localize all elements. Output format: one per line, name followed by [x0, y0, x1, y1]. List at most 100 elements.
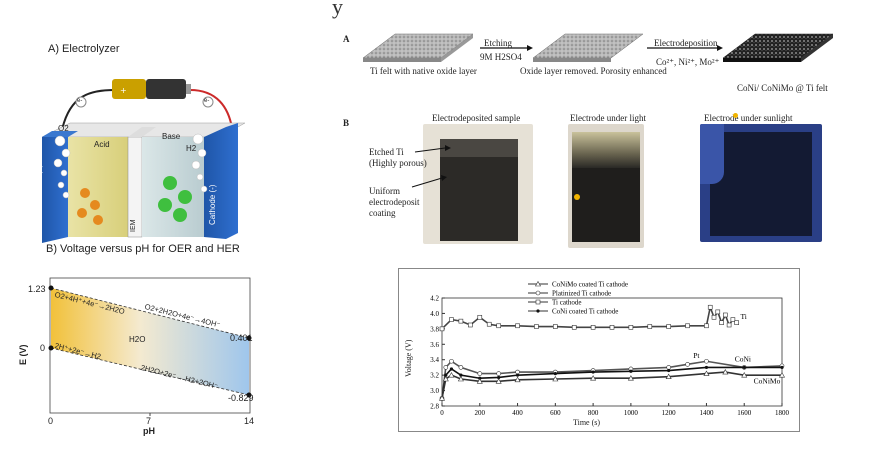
- voltage-chart: 0 200 400 600 800 1000 1200 1400 1600 1800 2.8 3.0 3…: [430, 280, 790, 418]
- cathode-label: Cathode (-): [208, 184, 217, 225]
- data-point: [495, 378, 502, 384]
- x-tick-label: 0: [440, 409, 444, 417]
- x-tick-label: 1200: [662, 409, 677, 417]
- panel-b-title: B) Voltage versus pH for OER and HER: [46, 243, 240, 255]
- x-tick-label: 800: [588, 409, 599, 417]
- o2-bubbles: [53, 135, 71, 199]
- data-point: [571, 325, 577, 330]
- x-tick-label: 200: [475, 409, 486, 417]
- data-point: [719, 320, 724, 325]
- etched-ti-label-2: (Highly porous): [369, 158, 427, 168]
- anode-label: Anode (+): [34, 164, 43, 200]
- acid-label: Acid: [94, 140, 110, 149]
- data-point: [457, 375, 464, 382]
- legend-marker: [534, 280, 542, 287]
- chart-ylabel: Voltage (V): [404, 339, 413, 377]
- pourbaix-ytick-zero: 0: [40, 343, 46, 353]
- data-point: [685, 323, 690, 329]
- data-point: [778, 372, 786, 378]
- data-point: [726, 322, 732, 328]
- voltage-chart-frame: [398, 268, 800, 432]
- y-tick-label: 3.4: [430, 356, 439, 364]
- x-tick-label: 1800: [775, 409, 790, 417]
- data-point: [590, 325, 596, 330]
- data-point: [590, 375, 597, 381]
- data-point: [704, 358, 709, 364]
- legend-entry: CoNi coated Ti cathode: [552, 308, 618, 316]
- legend-marker: [535, 299, 541, 305]
- data-point: [515, 369, 520, 375]
- data-point: [704, 323, 709, 329]
- electron-icon-right: [202, 96, 214, 108]
- series-line: [441, 371, 782, 399]
- legend-marker: [535, 290, 541, 296]
- legend-marker: [536, 309, 540, 313]
- y-tick-label: 4.2: [430, 295, 439, 303]
- data-point: [667, 368, 671, 373]
- data-point: [515, 373, 520, 377]
- data-point: [515, 323, 520, 329]
- pourbaix-center-label: H2O: [129, 335, 146, 344]
- data-point: [458, 365, 464, 370]
- legend-entry: CoNiMo coated Ti cathode: [552, 281, 628, 289]
- x-tick-label: 1400: [699, 409, 714, 417]
- chart-xlabel: Time (s): [573, 418, 601, 427]
- x-tick-label: 600: [550, 409, 561, 417]
- data-point: [496, 371, 501, 376]
- data-point: [730, 317, 736, 322]
- data-point: [707, 304, 713, 310]
- svg-text:+: +: [120, 86, 127, 95]
- h-ion-icons: [77, 188, 103, 225]
- data-point: [609, 325, 615, 330]
- electron-label-left: e-: [77, 98, 83, 104]
- pourbaix-xtick-7: 7: [146, 416, 152, 426]
- electron-icon-left: [75, 96, 87, 108]
- series-annotation: Ti: [740, 312, 746, 321]
- data-point: [486, 321, 492, 327]
- y-tick-label: 3.8: [430, 325, 439, 333]
- data-point: [703, 370, 710, 376]
- data-point: [666, 365, 671, 370]
- electrolyzer-diagram: +: [41, 79, 246, 243]
- sun-marker: [733, 113, 738, 118]
- label-a: A: [343, 34, 350, 44]
- data-point: [442, 375, 449, 382]
- coated-plate: [722, 33, 834, 59]
- data-point: [627, 375, 634, 381]
- legend-entry: Platinized Ti cathode: [552, 290, 611, 298]
- h2-label: H2: [186, 144, 197, 153]
- series-annotation: CoNi: [735, 354, 751, 363]
- cathode-electrode: [204, 123, 238, 239]
- ti-felt-caption: Ti felt with native oxide layer: [370, 66, 477, 76]
- series-line: [441, 366, 782, 399]
- x-tick-label: 400: [512, 409, 523, 417]
- photo3-title: Electrode under sunlight: [704, 113, 793, 123]
- data-point: [734, 320, 739, 325]
- data-point: [448, 372, 455, 378]
- y-tick-label: 2.8: [430, 403, 439, 411]
- x-tick-label: 1000: [624, 409, 639, 417]
- data-point: [468, 322, 473, 328]
- pourbaix-diagram: [48, 277, 252, 416]
- data-point: [647, 324, 653, 329]
- pourbaix-xtick-14: 14: [244, 416, 255, 426]
- data-point: [629, 369, 633, 373]
- data-point: [628, 325, 634, 330]
- oxide-caption: Oxide layer removed. Porosity enhanced: [520, 66, 667, 76]
- y-tick-label: 4.0: [430, 310, 439, 318]
- y-tick-label: 3.6: [430, 341, 439, 349]
- data-point: [449, 367, 454, 371]
- process-diagram: [362, 33, 834, 62]
- pourbaix-right-top: 0.401: [230, 333, 253, 343]
- data-point: [449, 358, 454, 364]
- data-point: [666, 324, 671, 329]
- data-point: [715, 309, 721, 315]
- data-point: [553, 372, 557, 376]
- pourbaix-xtick-0: 0: [48, 416, 54, 426]
- pourbaix-ytick-top: 1.23: [28, 284, 46, 294]
- data-point: [438, 395, 446, 401]
- data-point: [497, 375, 501, 380]
- data-point: [496, 323, 501, 329]
- data-point: [449, 317, 454, 322]
- data-point: [458, 318, 464, 324]
